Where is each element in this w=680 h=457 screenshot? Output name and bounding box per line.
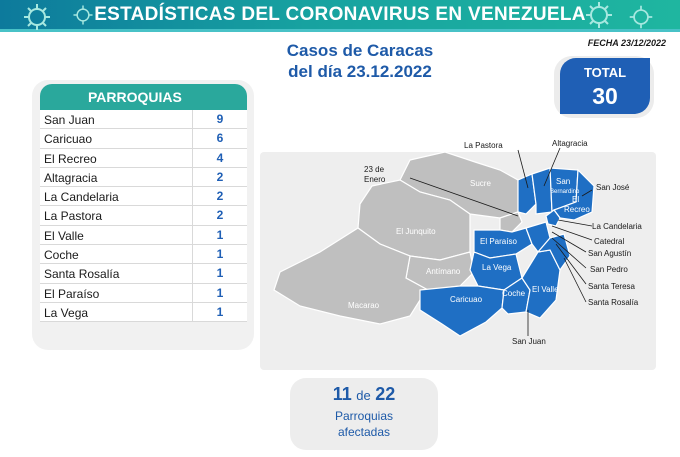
label-23-enero-2: Enero	[364, 175, 386, 184]
subtitle: Casos de Caracas del día 23.12.2022	[240, 40, 480, 82]
virus-icon	[629, 5, 653, 29]
parroquia-name: Santa Rosalía	[44, 267, 120, 282]
parroquia-name: El Valle	[44, 228, 84, 243]
label-el-recreo-2: Recreo	[564, 205, 590, 214]
label-la-pastora: La Pastora	[464, 141, 503, 150]
table-row: La Pastora 2	[40, 206, 247, 226]
label-santa-rosalia: Santa Rosalía	[588, 298, 639, 307]
parroquia-count: 2	[192, 206, 247, 225]
map-region-caricuao	[419, 285, 505, 337]
parroquia-count: 4	[192, 148, 247, 167]
table-row: Coche 1	[40, 245, 247, 265]
summary-line2: Parroquias	[334, 409, 394, 423]
table-row: El Recreo 4	[40, 148, 247, 168]
summary-count: 11 de 22	[290, 384, 438, 405]
parroquia-count: 1	[192, 302, 247, 322]
label-san-bernardino-2: Bernardino	[550, 189, 580, 195]
parroquia-name: San Juan	[44, 113, 95, 127]
label-san-pedro: San Pedro	[590, 265, 628, 274]
caracas-map: La Pastora Altagracia 23 de Enero San Jo…	[273, 140, 642, 346]
table-row: El Paraíso 1	[40, 283, 247, 303]
parroquia-count: 9	[192, 110, 247, 129]
label-caricuao: Caricuao	[450, 295, 483, 304]
parroquias-header: PARROQUIAS	[40, 84, 247, 110]
table-row: La Vega 1	[40, 302, 247, 323]
table-row: Santa Rosalía 1	[40, 264, 247, 284]
header-banner	[0, 0, 680, 32]
map-region-el-valle	[521, 249, 561, 319]
label-altagracia: Altagracia	[552, 140, 588, 148]
label-el-valle: El Valle	[532, 285, 559, 294]
label-23-enero: 23 de	[364, 165, 385, 174]
label-la-candelaria: La Candelaria	[592, 222, 642, 231]
total-card	[560, 58, 650, 114]
map-region-la-pastora	[517, 173, 537, 215]
label-antimano: Antímano	[426, 267, 461, 276]
label-el-paraiso: El Paraíso	[480, 237, 517, 246]
summary-card	[290, 378, 438, 450]
parroquias-table: San Juan 9 Caricuao 6 El Recreo 4 Altagraci…	[40, 110, 247, 323]
parroquia-count: 1	[192, 225, 247, 245]
table-row: Altagracia 2	[40, 167, 247, 188]
summary-text: Parroquias afectadas	[290, 408, 438, 440]
table-row: Caricuao 6	[40, 129, 247, 149]
parroquia-count: 1	[192, 283, 247, 302]
parroquia-name: El Paraíso	[44, 286, 100, 301]
parroquia-name: El Recreo	[44, 151, 97, 166]
label-catedral: Catedral	[594, 237, 624, 246]
total-value: 30	[592, 83, 618, 109]
subtitle-line2: del día 23.12.2022	[288, 62, 432, 81]
page-title: ESTADÍSTICAS DEL CORONAVIRUS EN VENEZUEL…	[94, 4, 586, 25]
parroquia-count: 2	[192, 187, 247, 206]
affected-count: 11	[332, 384, 352, 404]
parroquia-name: La Vega	[44, 305, 89, 320]
total-label: TOTAL	[583, 65, 627, 80]
virus-icon	[24, 4, 50, 30]
label-la-vega: La Vega	[482, 263, 512, 272]
parroquia-name: La Candelaria	[44, 190, 119, 205]
summary-line3: afectadas	[337, 425, 391, 439]
parroquia-count: 1	[192, 245, 247, 264]
table-row: El Valle 1	[40, 225, 247, 246]
table-row: La Candelaria 2	[40, 187, 247, 207]
label-santa-teresa: Santa Teresa	[588, 282, 636, 291]
parroquia-count: 2	[192, 167, 247, 187]
map-region-santa-rosalia	[536, 233, 571, 272]
label-san-juan: San Juan	[512, 337, 546, 346]
map-region-el-recreo	[553, 168, 595, 221]
parroquia-name: Coche	[44, 248, 79, 263]
map-region-la-candelaria	[545, 209, 561, 227]
parroquia-count: 1	[192, 264, 247, 283]
parroquia-name: Caricuao	[44, 132, 93, 147]
virus-icon	[586, 2, 612, 28]
map-region-23-enero	[499, 211, 523, 233]
label-coche: Coche	[502, 289, 526, 298]
parroquia-count: 6	[192, 129, 247, 148]
label-san-bernardino: San	[556, 177, 570, 186]
report-date: FECHA 23/12/2022	[587, 38, 666, 48]
total-parroquias: 22	[375, 384, 396, 404]
parroquia-name: Altagracia	[44, 170, 98, 185]
label-san-jose: San José	[596, 183, 630, 192]
label-sucre: Sucre	[470, 179, 491, 188]
label-el-recreo: El	[572, 195, 579, 204]
parroquia-name: La Pastora	[44, 209, 103, 224]
virus-icon	[73, 5, 93, 25]
label-san-agustin: San Agustín	[588, 249, 631, 258]
table-row: San Juan 9	[40, 110, 247, 130]
label-macarao: Macarao	[348, 301, 380, 310]
label-el-junquito: El Junquito	[396, 227, 436, 236]
subtitle-line1: Casos de Caracas	[286, 41, 434, 60]
summary-of: de	[356, 388, 371, 403]
